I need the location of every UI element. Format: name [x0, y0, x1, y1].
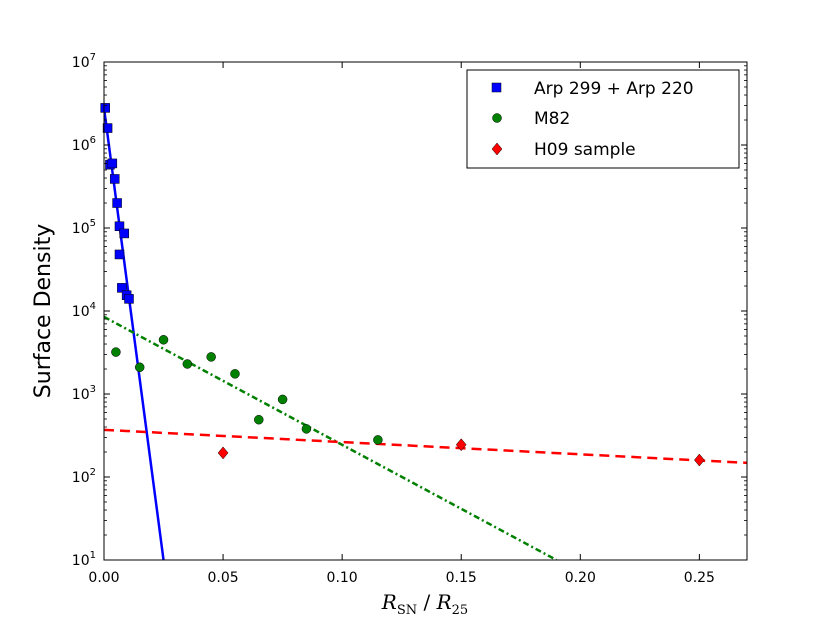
point-s2-0	[217, 446, 229, 460]
x-tick-label-5: 0.25	[684, 570, 715, 586]
legend-box	[466, 69, 740, 169]
y-tick-label-5: 106	[72, 135, 96, 154]
x-axis-sub2: 25	[452, 603, 469, 618]
x-axis-var: R	[381, 590, 397, 614]
point-s2-2	[694, 453, 705, 467]
y-tick-labels: 101 102 103 104 105 106 107	[72, 52, 96, 569]
legend-label-m82: M82	[534, 109, 570, 129]
legend: Arp 299 + Arp 220 M82 H09 sample	[466, 69, 740, 169]
point-s0-8	[117, 283, 127, 293]
point-s0-11	[124, 294, 134, 304]
point-s0-7	[114, 249, 125, 260]
point-s1-9	[373, 435, 383, 445]
y-tick-label-4: 105	[72, 218, 96, 237]
x-tick-label-1: 0.05	[207, 570, 238, 586]
data-points	[100, 103, 705, 467]
x-tick-label-4: 0.20	[565, 570, 596, 586]
y-tick-label-2: 103	[72, 384, 96, 403]
x-tick-labels: 0.00 0.05 0.10 0.15 0.20 0.25	[88, 570, 715, 586]
y-tick-label-1: 102	[72, 467, 96, 486]
point-s0-5	[112, 198, 122, 208]
y-axis-label: Surface Density	[31, 224, 56, 398]
point-s0-6	[114, 221, 125, 231]
point-s0-9	[119, 228, 129, 239]
point-s0-1	[102, 123, 113, 133]
legend-label-h09: H09 sample	[534, 140, 636, 160]
point-s0-3	[107, 158, 118, 169]
x-tick-label-3: 0.15	[446, 570, 477, 586]
fit-line-1	[104, 315, 558, 560]
point-s1-2	[158, 335, 169, 345]
point-s1-8	[301, 424, 312, 434]
y-tick-label-3: 104	[72, 301, 96, 320]
legend-marker-arp	[491, 82, 502, 93]
legend-label-arp: Arp 299 + Arp 220	[534, 79, 694, 99]
x-tick-label-0: 0.00	[88, 570, 119, 586]
point-s1-7	[277, 394, 288, 405]
x-axis-sub: SN	[397, 603, 417, 618]
point-s1-1	[134, 362, 145, 373]
point-s1-6	[254, 414, 264, 425]
x-axis-label: RSN / R25	[381, 590, 468, 618]
x-tick-label-2: 0.10	[327, 570, 358, 586]
point-s2-1	[455, 438, 467, 452]
y-tick-label-6: 107	[72, 52, 96, 71]
point-s1-0	[111, 347, 121, 357]
y-tick-label-0: 101	[72, 550, 96, 569]
point-s0-0	[100, 103, 110, 113]
point-s0-4	[109, 174, 120, 184]
fit-line-2	[104, 428, 747, 465]
point-s1-3	[182, 359, 193, 369]
point-s1-5	[230, 369, 240, 379]
plot-frame	[103, 61, 748, 561]
x-axis-var2: R	[436, 590, 452, 614]
point-s1-4	[206, 352, 216, 362]
x-axis-sep: /	[417, 590, 436, 614]
legend-marker-h09	[491, 142, 503, 156]
legend-marker-m82	[492, 113, 502, 123]
